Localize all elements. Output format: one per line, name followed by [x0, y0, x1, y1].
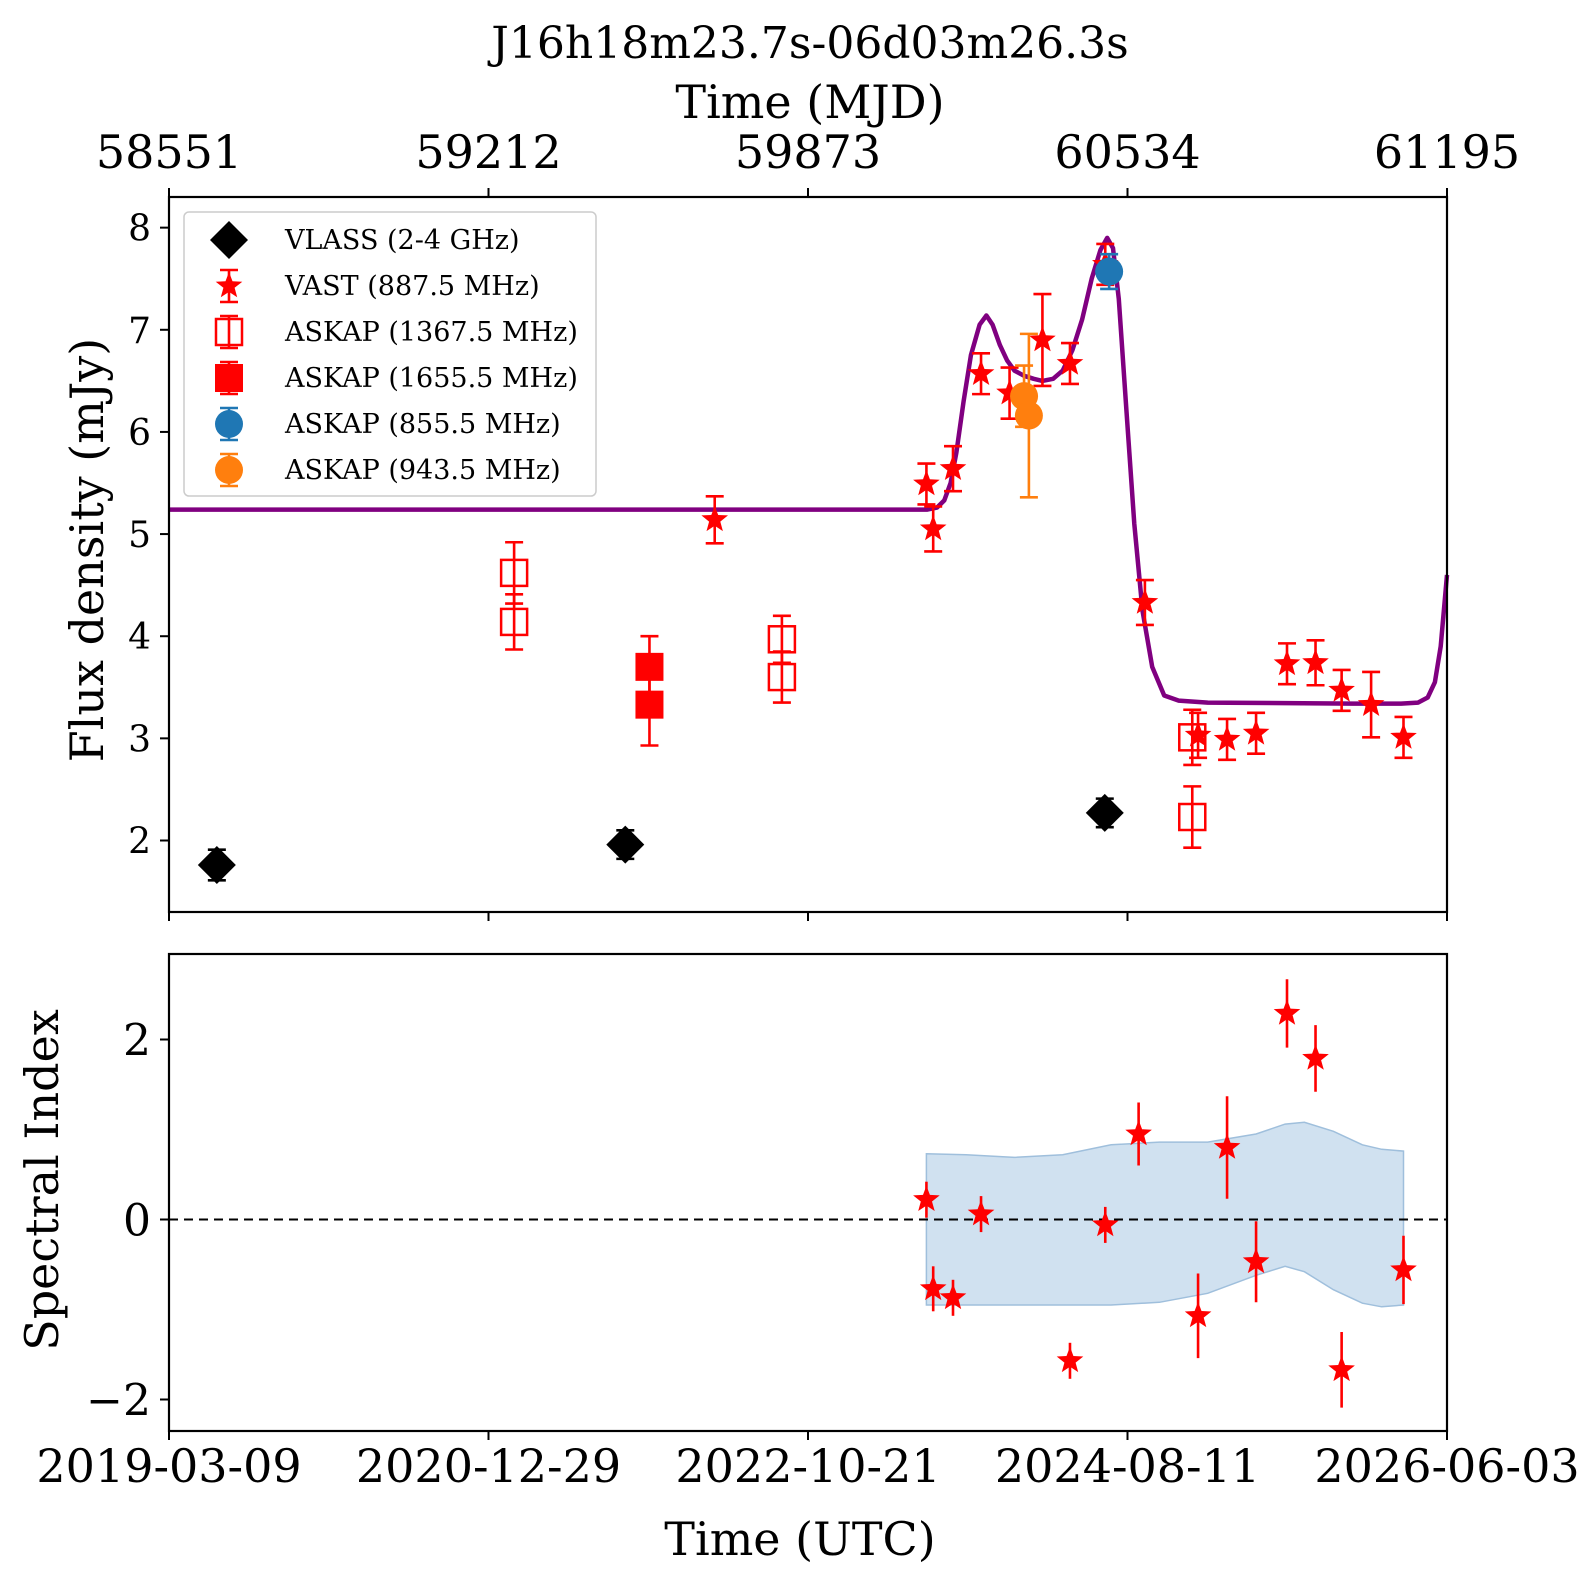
top-tick-labels: 58551 59212 59873 60534 61195 — [96, 125, 1520, 179]
legend-marker-askap_1655 — [215, 364, 243, 392]
marker-vast — [1056, 349, 1084, 375]
series-vast — [701, 242, 1417, 762]
marker-vast — [996, 379, 1023, 405]
marker-vast — [1357, 690, 1385, 716]
marker-askap_1655 — [635, 652, 664, 681]
legend-marker-askap_855 — [215, 410, 243, 438]
marker-spectral — [967, 1200, 995, 1226]
legend-label: ASKAP (1367.5 MHz) — [284, 317, 578, 348]
legend-marker-vlass — [210, 221, 248, 259]
marker-vast — [967, 359, 995, 385]
flux-ytick-label: 2 — [128, 822, 151, 863]
marker-spectral — [1273, 999, 1301, 1025]
marker-askap_1367 — [1178, 802, 1207, 832]
marker-askap_943 — [1014, 401, 1043, 430]
legend-label: ASKAP (1655.5 MHz) — [284, 363, 578, 394]
flux-ytick-label: 3 — [128, 719, 151, 760]
marker-spectral — [1302, 1044, 1329, 1070]
bottom-tick-label: 2022-10-21 — [675, 1439, 940, 1493]
marker-vlass — [1085, 793, 1124, 832]
marker-askap_1367 — [767, 662, 797, 692]
flux-ytick-label: 6 — [128, 413, 151, 454]
marker-spectral — [1056, 1346, 1084, 1373]
marker-spectral — [1092, 1210, 1119, 1237]
marker-askap_1655 — [635, 690, 664, 719]
top-tick-label: 59212 — [415, 125, 561, 179]
flux-ytick-label: 8 — [128, 209, 151, 250]
model-curve — [169, 235, 1450, 706]
marker-spectral — [919, 1274, 947, 1301]
marker-askap_1367 — [499, 558, 529, 588]
marker-vlass — [197, 846, 236, 885]
series-askap_943 — [1010, 332, 1043, 499]
marker-vast — [1213, 725, 1241, 751]
spectral-index-panel: −2 0 2 — [86, 952, 1449, 1440]
marker-spectral — [939, 1283, 967, 1310]
bottom-tick-labels: 2019-03-09 2020-12-29 2022-10-21 2024-08-11… — [36, 1439, 1579, 1493]
marker-spectral — [1328, 1355, 1355, 1382]
flux-ytick-label: 5 — [128, 515, 151, 556]
top-tick-label: 60534 — [1054, 125, 1200, 179]
top-tick-label: 58551 — [96, 125, 242, 179]
marker-vast — [701, 505, 728, 532]
marker-vast — [1029, 326, 1056, 352]
marker-askap_1367 — [767, 625, 797, 654]
marker-vast — [919, 515, 947, 541]
bottom-tick-label: 2020-12-29 — [356, 1439, 621, 1493]
flux-panel: 2 3 4 5 6 7 8 — [128, 188, 1450, 921]
marker-askap_1367 — [499, 607, 529, 637]
legend-marker-vast — [215, 272, 243, 298]
series-askap_855 — [1095, 252, 1124, 291]
legend-marker-askap_943 — [215, 456, 243, 484]
chart-title: J16h18m23.7s-06d03m26.3s — [487, 18, 1129, 69]
top-tick-label: 61195 — [1374, 125, 1520, 179]
marker-spectral — [1125, 1120, 1152, 1146]
legend-label: ASKAP (855.5 MHz) — [284, 409, 561, 440]
marker-vast — [939, 454, 967, 480]
series-askap_1655 — [635, 634, 664, 747]
series-spectral-vast — [913, 979, 1417, 1408]
marker-vast — [1302, 648, 1329, 675]
bottom-axis-label: Time (UTC) — [664, 1512, 935, 1566]
legend-marker-askap_1367 — [214, 317, 244, 347]
bottom-tick-label: 2024-08-11 — [995, 1439, 1260, 1493]
bottom-tick-label: 2019-03-09 — [36, 1439, 301, 1493]
bottom-tick-label: 2026-06-03 — [1314, 1439, 1579, 1493]
spectral-ytick-label: −2 — [86, 1376, 151, 1427]
legend: VLASS (2-4 GHz) VAST (887.5 MHz) ASKAP (13… — [183, 211, 597, 497]
series-askap_1367 — [499, 540, 1207, 849]
series-vlass — [197, 793, 1124, 885]
marker-vast — [1131, 588, 1159, 614]
marker-vast — [1242, 719, 1270, 745]
marker-vast — [1273, 649, 1301, 676]
legend-frame — [183, 211, 597, 497]
legend-label: ASKAP (943.5 MHz) — [284, 455, 561, 486]
flux-ytick-label: 7 — [128, 311, 151, 352]
marker-spectral — [913, 1185, 940, 1211]
marker-askap_855 — [1095, 257, 1124, 286]
marker-spectral — [1390, 1255, 1417, 1282]
marker-spectral — [1213, 1133, 1241, 1159]
marker-vast — [913, 470, 940, 496]
uncertainty-band — [925, 1121, 1405, 1308]
spectral-ytick-label: 2 — [123, 1016, 151, 1067]
flux-ytick-label: 4 — [128, 617, 151, 658]
marker-spectral — [1242, 1247, 1270, 1274]
marker-vast — [1184, 721, 1212, 747]
marker-vlass — [606, 825, 645, 864]
marker-vast — [1390, 723, 1417, 749]
legend-label: VAST (887.5 MHz) — [284, 271, 540, 302]
flux-ylabel: Flux density (mJy) — [60, 338, 114, 762]
marker-vast — [1328, 676, 1355, 702]
top-axis-label: Time (MJD) — [675, 75, 944, 129]
spectral-index-ylabel: Spectral Index — [15, 1009, 69, 1351]
marker-spectral — [1184, 1301, 1212, 1328]
legend-label: VLASS (2-4 GHz) — [284, 225, 520, 256]
spectral-ytick-label: 0 — [123, 1196, 151, 1247]
marker-askap_1367 — [1178, 723, 1207, 752]
top-tick-label: 59873 — [735, 125, 881, 179]
